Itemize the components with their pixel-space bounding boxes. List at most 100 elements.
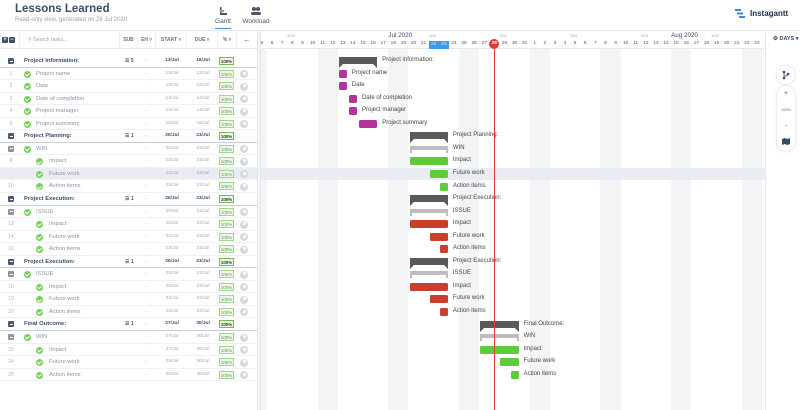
complete-check-icon[interactable] bbox=[36, 359, 43, 367]
progress-badge[interactable]: 100% bbox=[219, 94, 234, 103]
task-name[interactable]: ISSUE bbox=[36, 208, 54, 215]
complete-check-icon[interactable] bbox=[36, 346, 43, 354]
start-date[interactable]: 13/Jul bbox=[165, 58, 179, 63]
task-bar[interactable] bbox=[510, 370, 519, 379]
task-bar[interactable] bbox=[338, 69, 347, 78]
start-date[interactable]: 22/Jul bbox=[165, 296, 179, 302]
group-row[interactable]: Final Outcome: ☰ 1 - 27/Jul 30/Jul 100% bbox=[0, 318, 257, 332]
progress-badge[interactable]: 100% bbox=[219, 119, 234, 128]
task-name[interactable]: Action items bbox=[49, 183, 81, 190]
task-row[interactable]: 23 Impact - 27/Jul 30/Jul 100% bbox=[0, 344, 257, 357]
start-date[interactable]: 29/Jul bbox=[165, 359, 179, 365]
progress-badge[interactable]: 100% bbox=[219, 207, 234, 216]
start-date[interactable]: 13/Jul bbox=[165, 83, 179, 89]
due-date[interactable]: 16/Jul bbox=[196, 58, 210, 63]
due-date[interactable]: 23/Jul bbox=[196, 196, 210, 202]
complete-check-icon[interactable] bbox=[36, 158, 43, 166]
start-date[interactable]: 30/Jul bbox=[165, 371, 179, 377]
task-row[interactable]: 1 Project name - 13/Jul 13/Jul 100% bbox=[0, 68, 257, 81]
progress-badge[interactable]: 100% bbox=[219, 320, 234, 329]
start-date[interactable]: 20/Jul bbox=[165, 208, 179, 214]
due-date[interactable]: 13/Jul bbox=[196, 83, 210, 89]
complete-check-icon[interactable] bbox=[36, 246, 43, 254]
subgroup-row[interactable]: WIN - 27/Jul 30/Jul 100% bbox=[0, 331, 257, 344]
assignee-avatar-icon[interactable] bbox=[240, 120, 248, 129]
progress-badge[interactable]: 100% bbox=[219, 82, 234, 91]
due-date[interactable]: 23/Jul bbox=[196, 246, 210, 252]
progress-badge[interactable]: 100% bbox=[219, 132, 234, 141]
progress-badge[interactable]: 100% bbox=[219, 257, 234, 266]
task-bar[interactable] bbox=[439, 182, 448, 191]
due-date[interactable]: 30/Jul bbox=[196, 346, 210, 352]
progress-badge[interactable]: 100% bbox=[219, 295, 234, 304]
start-date[interactable]: 27/Jul bbox=[165, 334, 179, 340]
subgroup-row[interactable]: ISSUE - 20/Jul 23/Jul 100% bbox=[0, 206, 257, 219]
task-row[interactable]: 14 Future work - 22/Jul 23/Jul 100% bbox=[0, 231, 257, 244]
group-row[interactable]: Project Planning: ☰ 1 - 20/Jul 23/Jul 100% bbox=[0, 130, 257, 143]
task-row[interactable]: 2 Date - 13/Jul 13/Jul 100% bbox=[0, 80, 257, 93]
task-name[interactable]: Future work bbox=[49, 170, 80, 177]
due-date[interactable]: 23/Jul bbox=[196, 271, 210, 277]
task-bar[interactable] bbox=[429, 295, 448, 304]
task-bar[interactable] bbox=[480, 345, 519, 354]
assignee-avatar-icon[interactable] bbox=[240, 220, 248, 229]
complete-check-icon[interactable] bbox=[24, 271, 31, 279]
complete-check-icon[interactable] bbox=[24, 145, 31, 153]
task-name[interactable]: Action items bbox=[49, 308, 81, 315]
assignee-avatar-icon[interactable] bbox=[240, 270, 248, 279]
task-row[interactable]: 5 Project summary - 15/Jul 16/Jul 100% bbox=[0, 118, 257, 131]
complete-check-icon[interactable] bbox=[24, 95, 31, 103]
due-date[interactable]: 23/Jul bbox=[196, 308, 210, 314]
assignee-avatar-icon[interactable] bbox=[240, 346, 248, 355]
task-name[interactable]: WIN bbox=[36, 145, 48, 152]
start-date[interactable]: 20/Jul bbox=[165, 271, 179, 277]
start-date[interactable]: 20/Jul bbox=[165, 133, 179, 139]
complete-check-icon[interactable] bbox=[24, 208, 31, 216]
column-percent[interactable]: % ▿ bbox=[218, 31, 237, 49]
assignee-avatar-icon[interactable] bbox=[240, 295, 248, 304]
due-date[interactable]: 23/Jul bbox=[196, 145, 210, 151]
progress-badge[interactable]: 100% bbox=[219, 345, 234, 354]
start-date[interactable]: 22/Jul bbox=[165, 233, 179, 239]
due-date[interactable]: 30/Jul bbox=[196, 334, 210, 340]
complete-check-icon[interactable] bbox=[24, 334, 31, 342]
collapse-icon[interactable] bbox=[8, 208, 14, 215]
collapse-icon[interactable] bbox=[8, 145, 14, 152]
task-name[interactable]: Date of completion bbox=[36, 95, 85, 102]
collapse-icon[interactable] bbox=[8, 196, 14, 203]
task-bar[interactable] bbox=[439, 308, 448, 316]
column-due[interactable]: DUE ▿ bbox=[187, 31, 218, 49]
start-date[interactable]: 22/Jul bbox=[165, 170, 179, 176]
due-date[interactable]: 30/Jul bbox=[196, 321, 210, 327]
progress-badge[interactable]: 100% bbox=[219, 270, 234, 279]
complete-check-icon[interactable] bbox=[24, 108, 31, 116]
search-input[interactable]: ⚲ Search tasks... bbox=[22, 31, 120, 49]
task-row[interactable]: 8 Impact - 20/Jul 23/Jul 100% bbox=[0, 155, 257, 168]
group-bar[interactable] bbox=[480, 320, 519, 332]
start-date[interactable]: 20/Jul bbox=[165, 145, 179, 151]
subgroup-bar[interactable] bbox=[480, 334, 519, 342]
collapse-icon[interactable] bbox=[8, 258, 14, 265]
group-bar[interactable] bbox=[409, 132, 449, 144]
progress-badge[interactable]: 100% bbox=[219, 157, 234, 166]
task-bar[interactable] bbox=[409, 157, 448, 166]
assignee-avatar-icon[interactable] bbox=[240, 358, 248, 367]
subgroup-bar[interactable] bbox=[409, 208, 449, 216]
due-date[interactable]: 23/Jul bbox=[196, 296, 210, 302]
critical-path-button[interactable] bbox=[777, 66, 795, 84]
due-date[interactable]: 30/Jul bbox=[196, 359, 210, 365]
complete-check-icon[interactable] bbox=[36, 371, 43, 379]
due-date[interactable]: 16/Jul bbox=[196, 120, 210, 126]
task-name[interactable]: Impact bbox=[49, 283, 67, 290]
task-row[interactable]: 4 Project manager - 14/Jul 14/Jul 100% bbox=[0, 105, 257, 118]
complete-check-icon[interactable] bbox=[36, 221, 43, 229]
column-eh[interactable]: EH ▿ bbox=[138, 31, 156, 49]
tab-workload[interactable]: Workload bbox=[240, 6, 272, 25]
complete-check-icon[interactable] bbox=[36, 183, 43, 191]
task-name[interactable]: Impact bbox=[49, 221, 67, 228]
task-row[interactable]: 18 Impact - 20/Jul 23/Jul 100% bbox=[0, 281, 257, 294]
assignee-avatar-icon[interactable] bbox=[240, 170, 248, 179]
task-bar[interactable] bbox=[348, 107, 357, 116]
task-bar[interactable] bbox=[348, 94, 357, 103]
group-bar[interactable] bbox=[338, 57, 378, 68]
